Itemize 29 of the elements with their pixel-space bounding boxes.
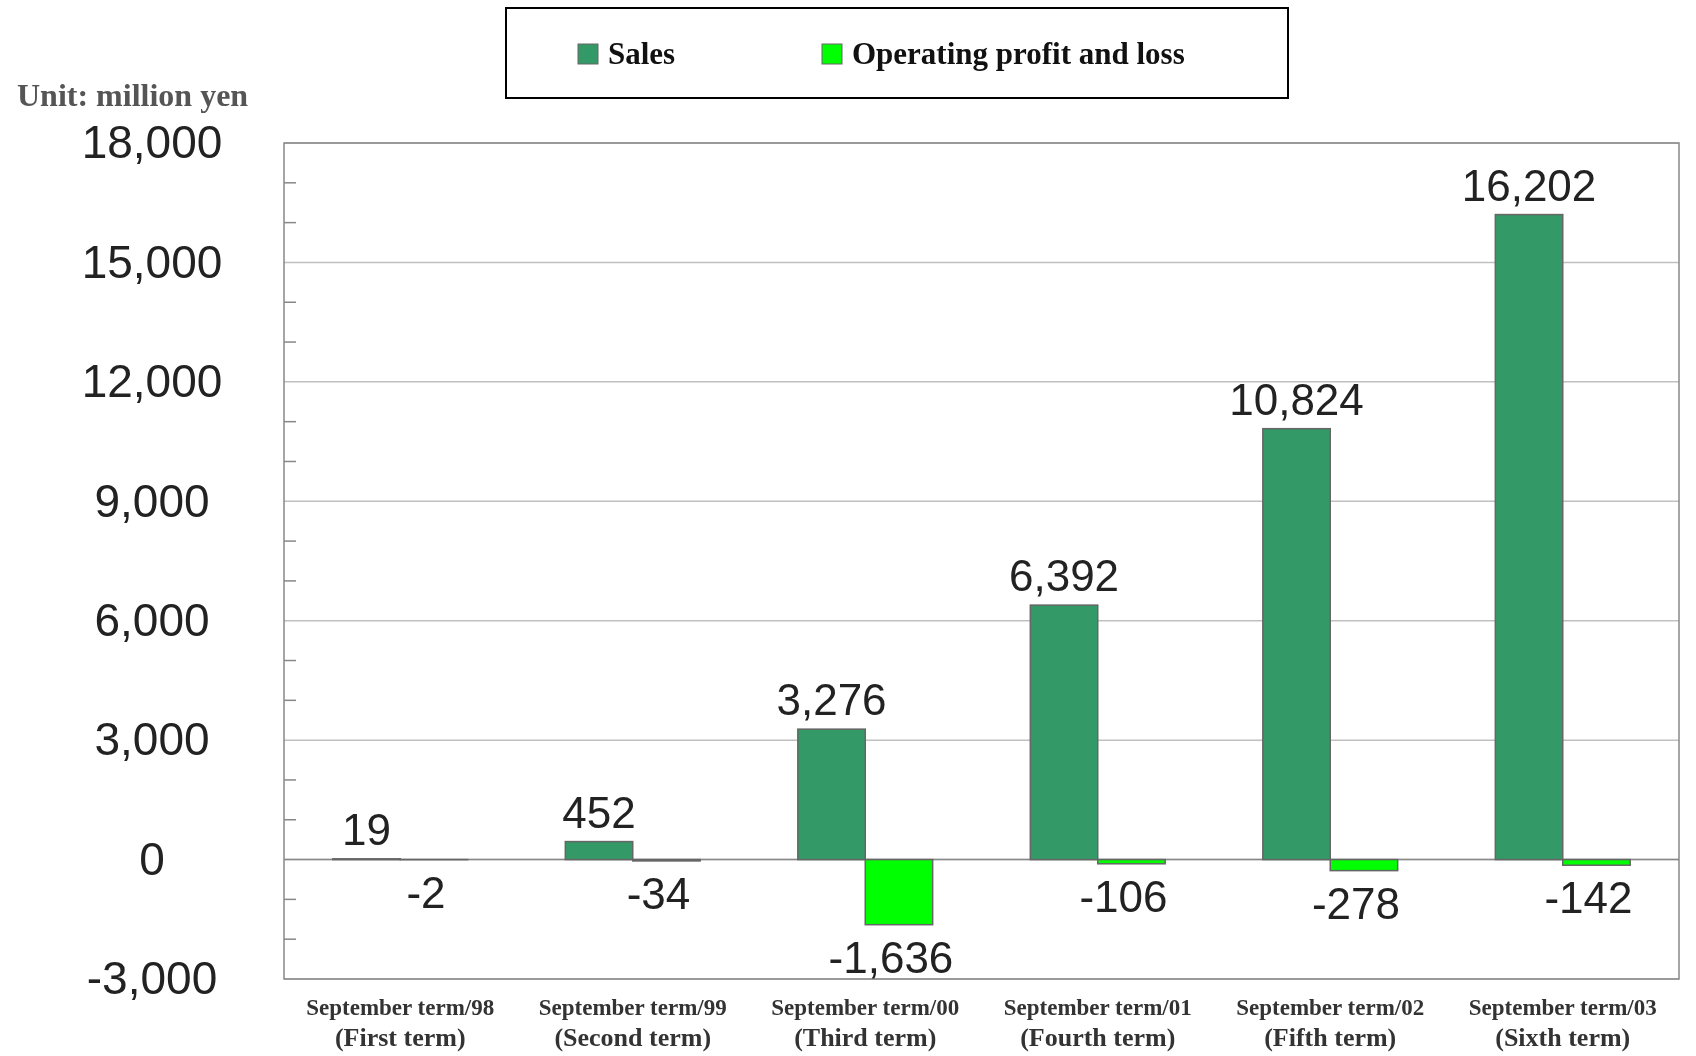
data-label: 6,392 bbox=[1008, 551, 1120, 601]
y-tick-label: 9,000 bbox=[94, 474, 210, 527]
y-tick-label: -3,000 bbox=[86, 952, 218, 1005]
y-axis-title: Unit: million yen bbox=[17, 77, 249, 113]
legend-label: Operating profit and loss bbox=[852, 36, 1185, 71]
data-label: -1,636 bbox=[828, 932, 954, 982]
data-label: 16,202 bbox=[1461, 160, 1597, 210]
y-tick-label: 6,000 bbox=[94, 593, 210, 646]
x-tick-label: September term/01 (Fourth term) bbox=[1003, 995, 1192, 1052]
x-tick-label: September term/99 (Second term) bbox=[538, 995, 727, 1052]
x-tick-label: September term/02 (Fifth term) bbox=[1236, 995, 1425, 1052]
data-label: -34 bbox=[626, 868, 691, 918]
x-tick-label: September term/00 (Third term) bbox=[771, 995, 960, 1052]
data-label: 19 bbox=[342, 804, 392, 854]
y-tick-label: 18,000 bbox=[81, 116, 223, 169]
y-tick-label: 3,000 bbox=[94, 713, 210, 766]
data-label: 10,824 bbox=[1229, 374, 1364, 424]
data-label: 452 bbox=[562, 787, 636, 837]
legend-label: Sales bbox=[608, 36, 676, 71]
x-tick-label: September term/98 (First term) bbox=[306, 995, 495, 1052]
data-label: -106 bbox=[1079, 871, 1168, 921]
y-tick-label: 15,000 bbox=[81, 235, 223, 288]
y-tick-label: 12,000 bbox=[81, 355, 223, 408]
y-tick-label: 0 bbox=[139, 832, 165, 885]
data-label: 3,276 bbox=[776, 675, 887, 725]
data-label: -278 bbox=[1311, 878, 1400, 928]
x-tick-label: September term/03 (Sixth term) bbox=[1468, 995, 1657, 1052]
data-label: -142 bbox=[1544, 873, 1633, 923]
data-label: -2 bbox=[406, 867, 446, 917]
